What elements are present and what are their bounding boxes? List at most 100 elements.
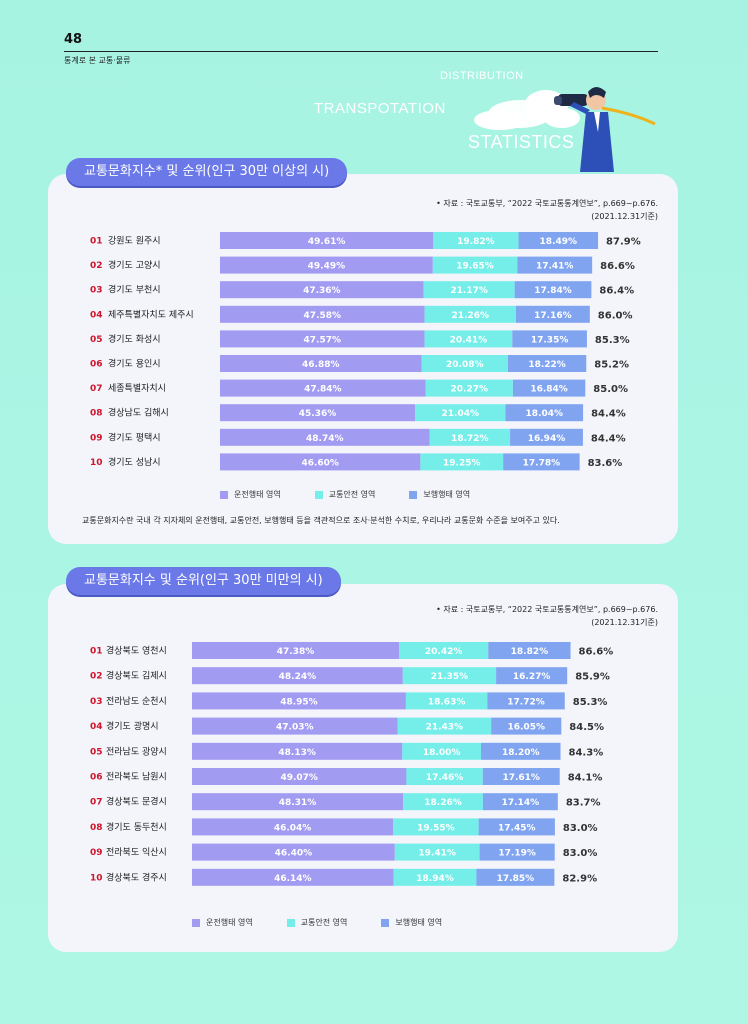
- segment-label: 21.04%: [442, 409, 480, 419]
- total-label: 86.6%: [579, 647, 614, 658]
- total-label: 86.4%: [599, 286, 634, 297]
- bar-segment: [192, 667, 403, 685]
- rank-label: 09: [90, 433, 103, 443]
- segment-label: 17.72%: [507, 697, 545, 707]
- segment-label: 47.84%: [304, 385, 342, 395]
- chart-2-source-date: (2021.12.31기준): [591, 618, 658, 627]
- legend-swatch: [286, 918, 295, 927]
- bar-segment: [482, 768, 560, 785]
- chart-2-legend: 운전행태 영역 교통안전 영역 보행행태 영역: [192, 917, 442, 928]
- bar-segment: [192, 768, 407, 785]
- bar-segment: [433, 232, 519, 249]
- bar-segment: [192, 818, 394, 836]
- bar-segment: [478, 818, 555, 836]
- legend-label: 보행행태 영역: [395, 918, 443, 927]
- rank-label: 06: [90, 773, 103, 783]
- rank-label: 03: [90, 697, 103, 707]
- bar-segment: [220, 453, 421, 471]
- bar-segment: [192, 868, 394, 886]
- segment-label: 48.13%: [278, 748, 316, 758]
- bar-segment: [220, 281, 424, 299]
- segment-label: 19.82%: [457, 237, 495, 247]
- bar-segment: [192, 642, 400, 659]
- rank-label: 01: [90, 237, 103, 247]
- bar-segment: [220, 428, 430, 446]
- category-label: 경기도 고양시: [108, 259, 161, 271]
- segment-label: 46.60%: [301, 458, 339, 468]
- total-label: 84.4%: [591, 409, 626, 420]
- bar-segment: [192, 793, 404, 811]
- bar-segment: [402, 667, 497, 685]
- legend-label: 교통안전 영역: [328, 490, 376, 499]
- rank-label: 08: [90, 823, 103, 833]
- category-label: 경기도 용인시: [108, 358, 161, 370]
- segment-label: 17.61%: [502, 773, 540, 783]
- segment-label: 48.31%: [279, 798, 317, 808]
- segment-label: 21.43%: [426, 723, 464, 733]
- category-label: 전라남도 광양시: [106, 745, 167, 757]
- bar-segment: [421, 355, 508, 372]
- page-number: 48: [64, 32, 83, 47]
- segment-label: 49.61%: [308, 237, 346, 247]
- total-label: 85.0%: [593, 384, 628, 395]
- category-label: 세종특별자치시: [108, 382, 166, 394]
- bar-segment: [505, 404, 584, 422]
- total-label: 83.0%: [563, 823, 598, 834]
- legend-swatch: [381, 918, 390, 927]
- legend-item: 교통안전 영역: [286, 917, 347, 928]
- bar-segment: [192, 717, 398, 735]
- segment-label: 19.41%: [418, 849, 456, 859]
- footnote: 교통문화지수란 국내 각 지자체의 운전행태, 교통안전, 보행행태 등을 객관…: [82, 516, 560, 525]
- legend-label: 운전행태 영역: [234, 490, 281, 499]
- segment-label: 17.41%: [536, 262, 574, 272]
- rank-label: 04: [90, 722, 103, 732]
- segment-label: 17.35%: [531, 335, 569, 345]
- bar-segment: [393, 818, 479, 836]
- category-label: 경상북도 문경시: [106, 796, 167, 808]
- section-title: 통계로 본 교통·물류: [64, 56, 131, 65]
- legend-item: 보행행태 영역: [381, 917, 442, 928]
- bar-segment: [192, 692, 406, 710]
- bar-segment: [512, 379, 586, 397]
- segment-label: 17.14%: [502, 798, 540, 808]
- total-label: 83.6%: [588, 458, 623, 469]
- rank-label: 07: [90, 384, 103, 394]
- chart-2-title: 교통문화지수 및 순위(인구 30만 미만의 시): [66, 567, 341, 595]
- legend-swatch: [220, 490, 228, 499]
- rank-label: 08: [90, 409, 103, 419]
- segment-label: 16.05%: [507, 723, 545, 733]
- category-label: 강원도 원주시: [108, 236, 161, 247]
- hero-word-distribution: DISTRIBUTION: [440, 70, 524, 82]
- segment-label: 18.22%: [528, 360, 566, 370]
- total-label: 82.9%: [562, 873, 597, 884]
- segment-label: 19.65%: [456, 262, 494, 272]
- legend-item: 운전행태 영역: [192, 917, 253, 928]
- bar-segment: [220, 330, 425, 348]
- total-label: 83.7%: [566, 798, 601, 809]
- segment-label: 45.36%: [299, 409, 337, 419]
- hero-word-transpotation: TRANSPOTATION: [314, 100, 446, 117]
- bar-segment: [192, 843, 395, 861]
- bar-segment: [397, 717, 492, 735]
- bar-segment: [507, 355, 587, 372]
- category-label: 제주특별자치도 제주시: [108, 308, 194, 320]
- segment-label: 18.72%: [451, 434, 489, 444]
- bar-segment: [420, 453, 504, 471]
- bar-segment: [394, 843, 480, 861]
- bar-segment: [512, 330, 587, 348]
- segment-label: 20.42%: [425, 647, 463, 657]
- bar-segment: [220, 256, 433, 274]
- segment-label: 17.46%: [426, 773, 464, 783]
- total-label: 85.3%: [595, 335, 630, 346]
- bar-segment: [491, 717, 562, 735]
- segment-label: 46.40%: [275, 849, 313, 859]
- bar-segment: [496, 667, 568, 685]
- category-label: 경상북도 김제시: [106, 670, 167, 682]
- segment-label: 47.57%: [304, 335, 342, 345]
- category-label: 경기도 성남시: [108, 456, 161, 468]
- bar-segment: [480, 742, 561, 760]
- category-label: 전라남도 순천시: [106, 696, 167, 707]
- total-label: 84.4%: [591, 433, 626, 444]
- rank-label: 10: [90, 873, 103, 883]
